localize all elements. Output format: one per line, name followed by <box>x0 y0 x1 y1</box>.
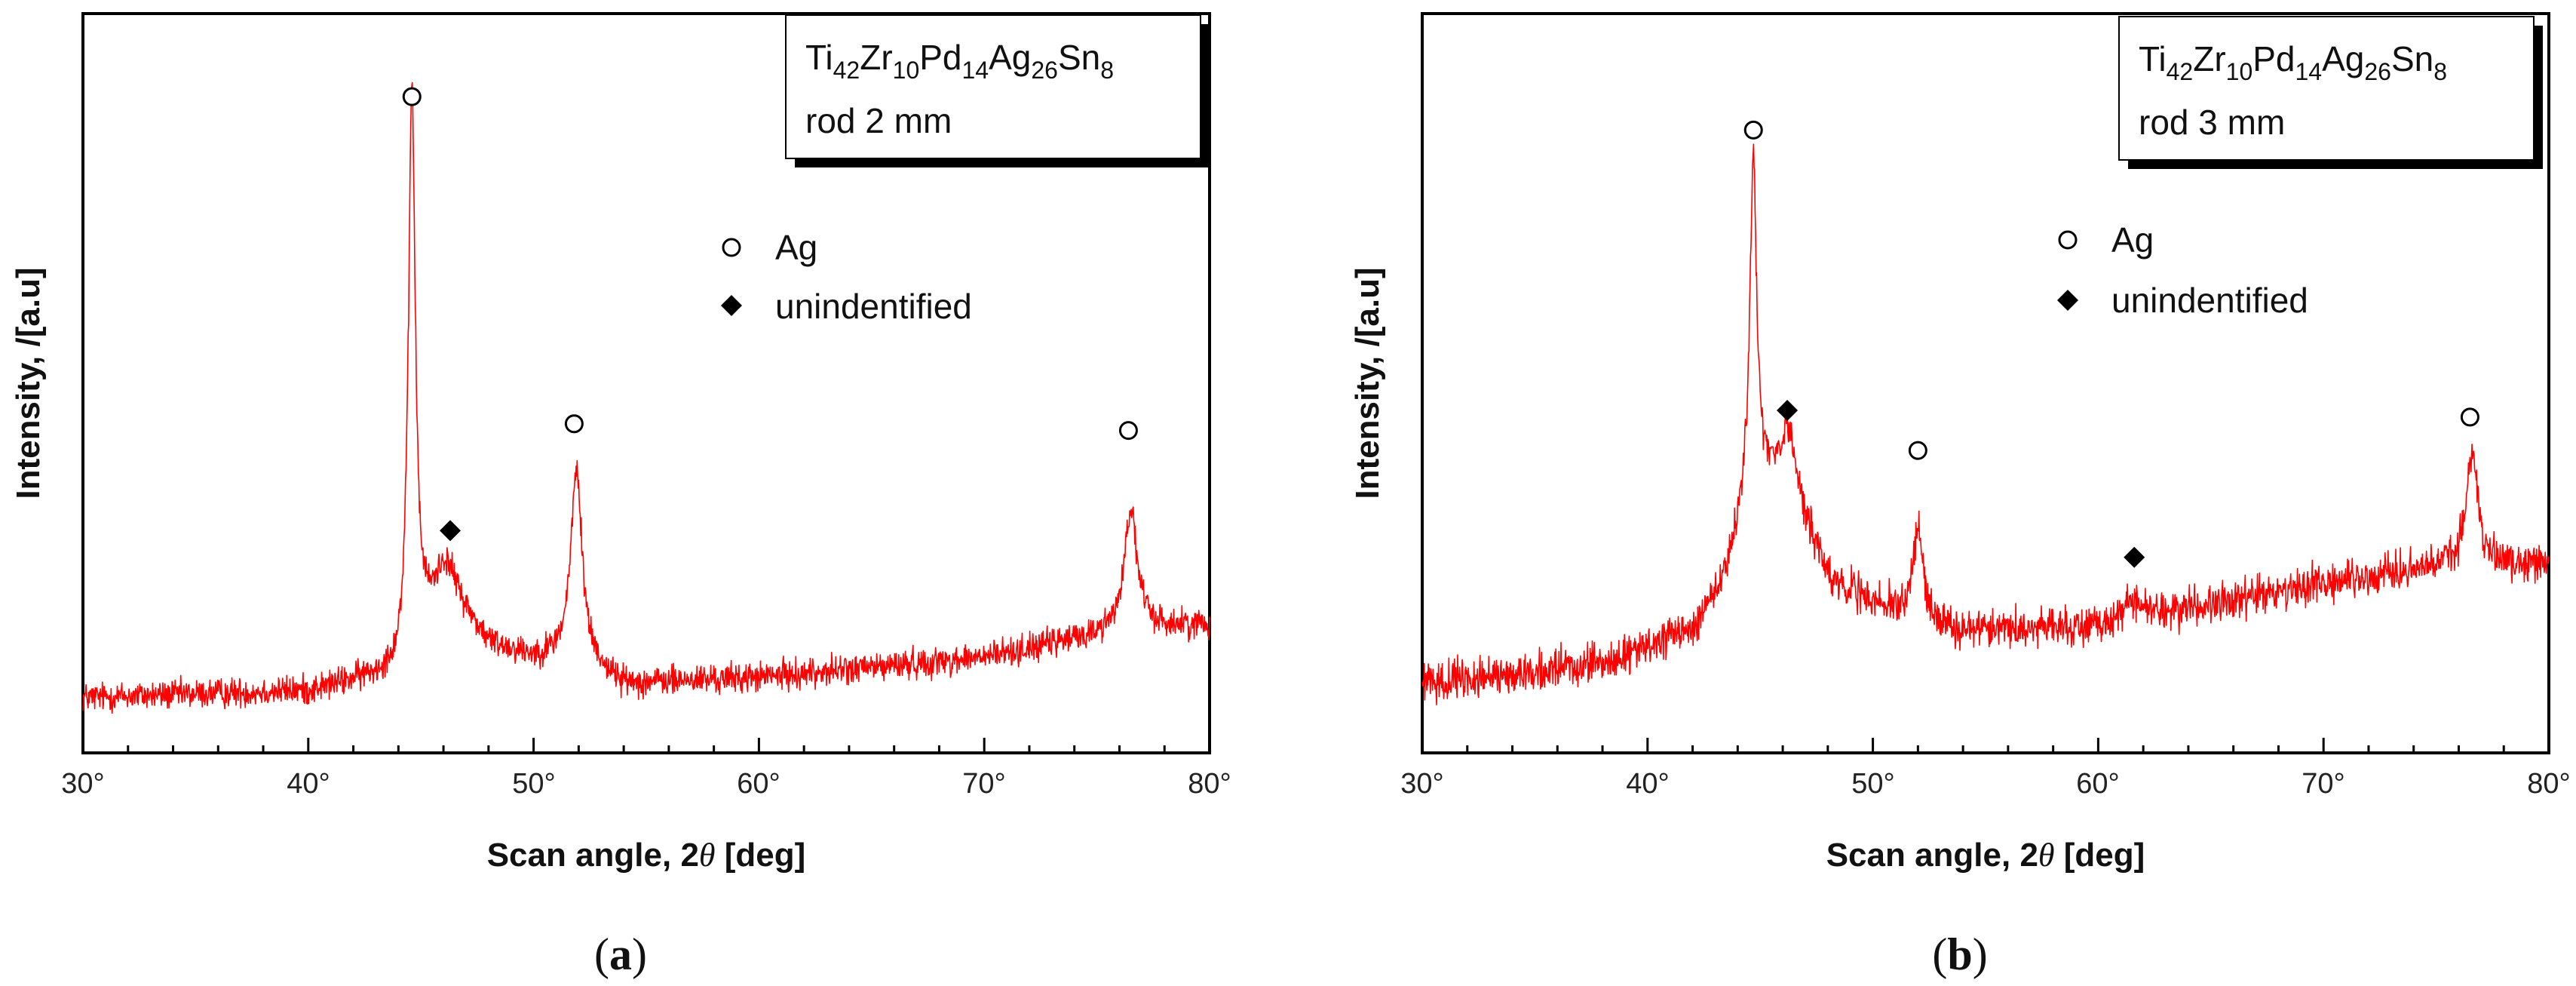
plot-frame <box>81 12 1211 754</box>
subscript: 14 <box>2295 58 2323 85</box>
peak-markers <box>1743 120 2479 568</box>
x-tick-label: 50° <box>1851 768 1894 800</box>
x-tick-label: 50° <box>512 768 555 800</box>
panel-label: (b) <box>1932 929 1987 979</box>
legend-label-ag: Ag <box>775 228 817 267</box>
ag-peak-marker <box>1118 421 1138 441</box>
alloy-formula: Ti42Zr10Pd14Ag26Sn8 <box>805 38 1114 84</box>
plot-frame <box>1421 12 2550 754</box>
element: Pd <box>919 38 961 77</box>
subscript: 42 <box>833 57 860 84</box>
legend: Ag unindentified <box>721 228 972 326</box>
x-tick-label: 80° <box>2527 768 2570 800</box>
x-ticks <box>81 738 1211 753</box>
ag-peak-marker <box>1908 441 1927 460</box>
series-group <box>82 81 1210 714</box>
element: Ag <box>2322 39 2364 78</box>
subscript: 42 <box>2167 58 2194 85</box>
alloy-formula: Ti42Zr10Pd14Ag26Sn8 <box>2139 39 2447 85</box>
sample-info-box: Ti42Zr10Pd14Ag26Sn8 rod 2 mm <box>785 14 1210 167</box>
legend: Ag unindentified <box>2057 220 2308 320</box>
element: Zr <box>2193 39 2225 78</box>
element: Zr <box>860 38 892 77</box>
subscript: 10 <box>2226 58 2253 85</box>
legend-label-unidentified: unindentified <box>2111 281 2308 320</box>
x-tick-label: 40° <box>287 768 330 800</box>
ag-peak-marker <box>1743 120 1763 140</box>
element: Ag <box>989 38 1031 77</box>
peak-markers <box>402 87 1138 542</box>
subscript: 26 <box>2364 58 2391 85</box>
x-tick-labels: 30° 40° 50° 60° 70° 80° <box>61 768 1231 800</box>
subscript: 10 <box>893 57 920 84</box>
ag-peak-marker <box>564 414 584 434</box>
sample-box-frame <box>2118 16 2535 161</box>
x-ticks <box>1421 738 2550 753</box>
x-tick-labels: 30° 40° 50° 60° 70° 80° <box>1400 768 2570 800</box>
y-axis-label: Intensity, /[a.u] <box>10 267 47 499</box>
series-group <box>1421 143 2550 705</box>
x-tick-label: 60° <box>737 768 780 800</box>
panel-b: 30° 40° 50° 60° 70° 80° Ti42Zr10Pd14Ag26… <box>1349 12 2571 979</box>
element: Pd <box>2252 39 2295 78</box>
panel-a: 30° 40° 50° 60° 70° 80° Ti42Zr10Pd14Ag26… <box>10 12 1231 979</box>
sample-description: rod 2 mm <box>805 101 952 140</box>
sample-description: rod 3 mm <box>2139 103 2285 142</box>
subscript: 8 <box>1100 57 1114 84</box>
element: Ti <box>805 38 833 77</box>
x-tick-label: 60° <box>2076 768 2119 800</box>
xrd-series-line <box>1421 143 2550 705</box>
x-tick-label: 70° <box>962 768 1005 800</box>
subscript: 26 <box>1031 57 1058 84</box>
x-axis-label: Scan angle, 2θ [deg] <box>487 837 806 874</box>
x-tick-label: 40° <box>1626 768 1669 800</box>
element: Sn <box>2391 39 2433 78</box>
sample-info-box: Ti42Zr10Pd14Ag26Sn8 rod 3 mm <box>2118 16 2543 169</box>
legend-open-circle-marker <box>722 238 741 257</box>
ag-peak-marker <box>402 87 422 106</box>
legend-label-unidentified: unindentified <box>775 287 972 326</box>
x-tick-label: 80° <box>1188 768 1231 800</box>
element: Sn <box>1058 38 1100 77</box>
sample-box-frame <box>785 14 1201 159</box>
legend-label-ag: Ag <box>2111 220 2154 260</box>
subscript: 14 <box>962 57 989 84</box>
subscript: 8 <box>2433 58 2447 85</box>
x-axis-label: Scan angle, 2θ [deg] <box>1826 837 2145 874</box>
legend-filled-diamond-marker <box>2057 290 2078 311</box>
x-tick-label: 30° <box>61 768 104 800</box>
ag-peak-marker <box>2460 407 2479 427</box>
xrd-series-line <box>82 81 1210 714</box>
legend-open-circle-marker <box>2058 230 2078 250</box>
y-axis-label: Intensity, /[a.u] <box>1349 267 1386 499</box>
x-tick-label: 70° <box>2302 768 2344 800</box>
legend-filled-diamond-marker <box>721 295 742 316</box>
element: Ti <box>2139 39 2167 78</box>
unidentified-peak-marker <box>2124 546 2145 568</box>
x-tick-label: 30° <box>1400 768 1443 800</box>
panel-label: (a) <box>594 929 647 979</box>
unidentified-peak-marker <box>1777 400 1799 422</box>
unidentified-peak-marker <box>440 520 462 542</box>
